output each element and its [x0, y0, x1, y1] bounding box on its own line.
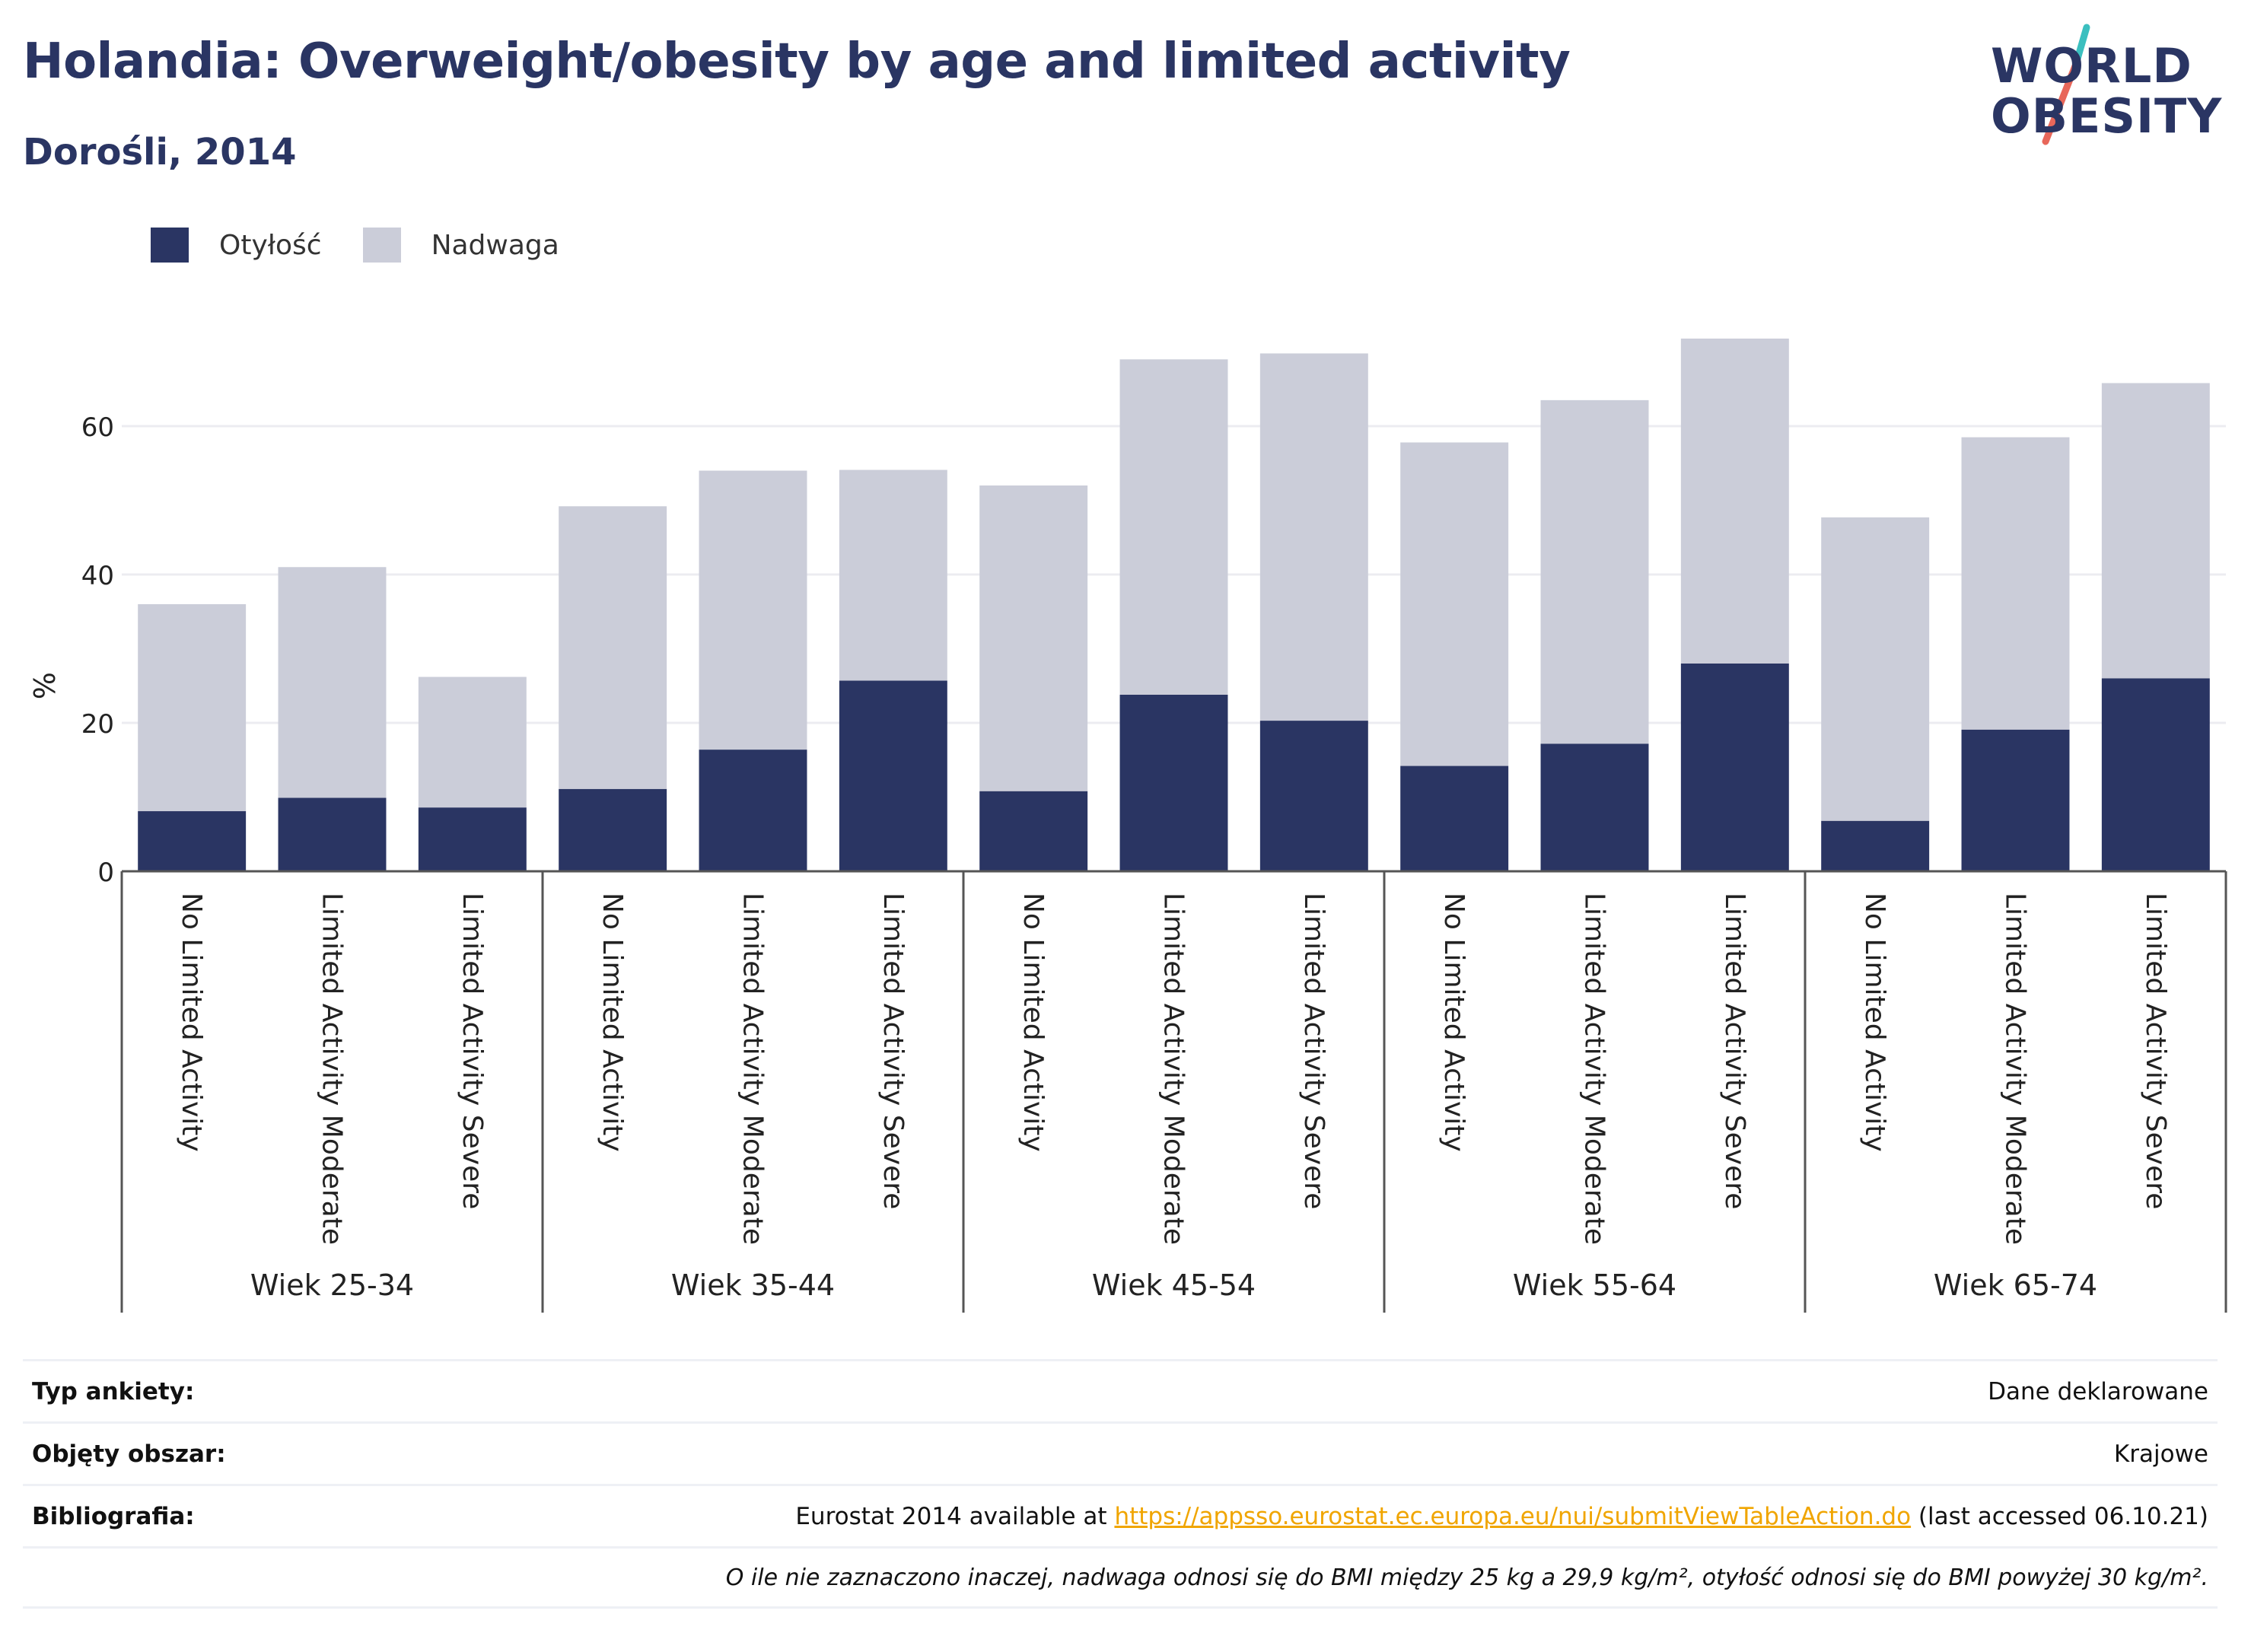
- legend-item-obesity[interactable]: Otyłość: [151, 228, 322, 263]
- group-label: Wiek 65-74: [1934, 1268, 2097, 1302]
- bar-overweight: [1119, 359, 1228, 695]
- bibliography-link[interactable]: https://appsso.eurostat.ec.europa.eu/nui…: [1114, 1502, 1912, 1530]
- legend-item-overweight[interactable]: Nadwaga: [362, 228, 559, 263]
- bar-obesity: [1400, 766, 1509, 871]
- info-table: Typ ankiety: Dane deklarowane Objęty obs…: [23, 1359, 2218, 1609]
- logo-line1: WORLD: [1991, 38, 2192, 94]
- bar-overweight: [979, 485, 1088, 791]
- info-value-bibliography: Eurostat 2014 available at https://appss…: [795, 1503, 2208, 1530]
- bar-overweight: [2101, 383, 2210, 679]
- bar-overweight: [1259, 353, 1368, 721]
- bar-obesity: [138, 811, 247, 871]
- page-title: Holandia: Overweight/obesity by age and …: [23, 33, 1571, 90]
- x-category-label: Limited Activity Severe: [1298, 893, 1329, 1209]
- page-subtitle: Dorośli, 2014: [23, 131, 297, 173]
- bar-obesity: [1540, 743, 1649, 871]
- x-category-label: No Limited Activity: [176, 893, 207, 1152]
- info-key-coverage: Objęty obszar:: [32, 1440, 226, 1468]
- bar-obesity: [1821, 820, 1930, 871]
- bar-chart: 0 20 40 60% No Limited Activity Limited Activ…: [28, 338, 2227, 1313]
- logo-slash-icon: [2042, 24, 2090, 145]
- x-category-label: Limited Activity Moderate: [317, 893, 348, 1245]
- bar-overweight: [559, 506, 667, 789]
- info-row-survey-type: Typ ankiety: Dane deklarowane: [23, 1359, 2218, 1421]
- x-category-label: No Limited Activity: [1017, 893, 1049, 1152]
- x-category-label: Limited Activity Severe: [1719, 893, 1750, 1209]
- x-category-label: Limited Activity Severe: [457, 893, 488, 1209]
- bar-obesity: [278, 797, 387, 871]
- bar-overweight: [1540, 399, 1649, 744]
- x-category-label: No Limited Activity: [597, 893, 628, 1152]
- info-key-bibliography: Bibliografia:: [32, 1502, 195, 1530]
- group-label: Wiek 25-34: [250, 1268, 414, 1302]
- bar-obesity: [2101, 678, 2210, 871]
- info-key-survey-type: Typ ankiety:: [32, 1377, 195, 1405]
- legend-swatch-overweight: [362, 228, 401, 263]
- bar-obesity: [1680, 664, 1789, 871]
- bar-overweight: [1680, 338, 1789, 664]
- bar-overweight: [138, 604, 247, 812]
- x-category-label: No Limited Activity: [1438, 893, 1469, 1152]
- bibliography-prefix: Eurostat 2014 available at: [795, 1502, 1115, 1530]
- bar-overweight: [418, 676, 527, 808]
- x-category-label: Limited Activity Severe: [877, 893, 909, 1209]
- x-category-label: Limited Activity Severe: [2140, 893, 2171, 1209]
- legend-label-obesity: Otyłość: [219, 229, 322, 261]
- legend-swatch-obesity: [151, 228, 189, 263]
- y-tick-label: 60: [81, 412, 114, 443]
- chart-legend: Otyłość Nadwaga: [151, 225, 600, 265]
- x-category-label: Limited Activity Moderate: [1579, 893, 1610, 1245]
- info-value-coverage: Krajowe: [2113, 1440, 2208, 1468]
- bar-overweight: [839, 469, 947, 681]
- x-category-label: Limited Activity Moderate: [737, 893, 769, 1245]
- bar-obesity: [699, 750, 807, 871]
- x-category-label: Limited Activity Moderate: [2000, 893, 2031, 1245]
- info-value-survey-type: Dane deklarowane: [1988, 1377, 2208, 1405]
- logo-line2: OBESITY: [1991, 88, 2223, 144]
- bar-overweight: [1400, 442, 1509, 766]
- y-axis-label: %: [28, 672, 62, 699]
- bar-overweight: [1821, 517, 1930, 821]
- x-category-label: No Limited Activity: [1859, 893, 1890, 1152]
- group-label: Wiek 45-54: [1092, 1268, 1256, 1302]
- bar-obesity: [1119, 694, 1228, 871]
- bar-overweight: [278, 567, 387, 798]
- bar-overweight: [1961, 437, 2070, 730]
- y-tick-label: 0: [97, 858, 114, 888]
- group-label: Wiek 55-64: [1513, 1268, 1676, 1302]
- definition-note: O ile nie zaznaczono inaczej, nadwaga od…: [725, 1564, 2208, 1591]
- bar-obesity: [418, 807, 527, 871]
- bar-obesity: [559, 788, 667, 871]
- legend-label-overweight: Nadwaga: [431, 229, 559, 261]
- info-row-note: O ile nie zaznaczono inaczej, nadwaga od…: [23, 1546, 2218, 1609]
- bar-obesity: [1259, 721, 1368, 871]
- bar-overweight: [699, 470, 807, 750]
- info-row-coverage: Objęty obszar: Krajowe: [23, 1421, 2218, 1484]
- y-tick-label: 20: [81, 709, 114, 740]
- y-tick-label: 40: [81, 561, 114, 591]
- bar-obesity: [979, 791, 1088, 871]
- bar-obesity: [839, 680, 947, 871]
- bibliography-suffix: (last accessed 06.10.21): [1911, 1502, 2208, 1530]
- x-category-label: Limited Activity Moderate: [1158, 893, 1189, 1245]
- group-label: Wiek 35-44: [671, 1268, 835, 1302]
- world-obesity-logo: WORLD OBESITY: [1979, 21, 2237, 158]
- bar-obesity: [1961, 729, 2070, 871]
- info-row-bibliography: Bibliografia: Eurostat 2014 available at…: [23, 1484, 2218, 1546]
